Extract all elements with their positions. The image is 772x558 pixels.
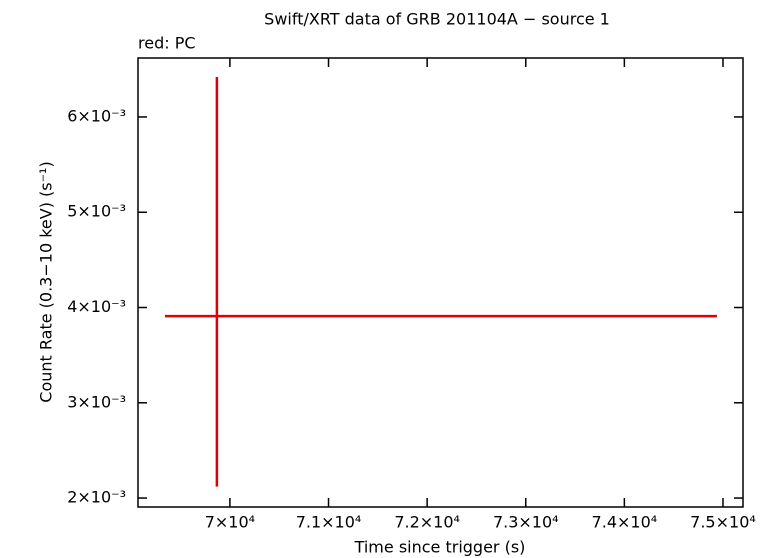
x-tick-label: 7.5×10⁴ (690, 513, 756, 532)
y-tick-label: 4×10⁻³ (67, 297, 126, 316)
plot-frame (137, 57, 744, 508)
chart-title: Swift/XRT data of GRB 201104A − source 1 (264, 10, 610, 29)
y-axis-label: Count Rate (0.3−10 keV) (s⁻¹) (37, 161, 56, 402)
x-tick-label: 7.3×10⁴ (493, 513, 559, 532)
y-tick-label: 3×10⁻³ (67, 392, 126, 411)
y-tick-label: 5×10⁻³ (67, 202, 126, 221)
x-tick-label: 7×10⁴ (205, 513, 255, 532)
chart-subtitle: red: PC (138, 34, 196, 53)
y-tick-label: 6×10⁻³ (67, 106, 126, 125)
y-tick-label: 2×10⁻³ (67, 488, 126, 507)
x-axis-label: Time since trigger (s) (354, 538, 526, 557)
x-tick-label: 7.4×10⁴ (592, 513, 658, 532)
x-tick-label: 7.2×10⁴ (394, 513, 460, 532)
x-tick-label: 7.1×10⁴ (296, 513, 362, 532)
